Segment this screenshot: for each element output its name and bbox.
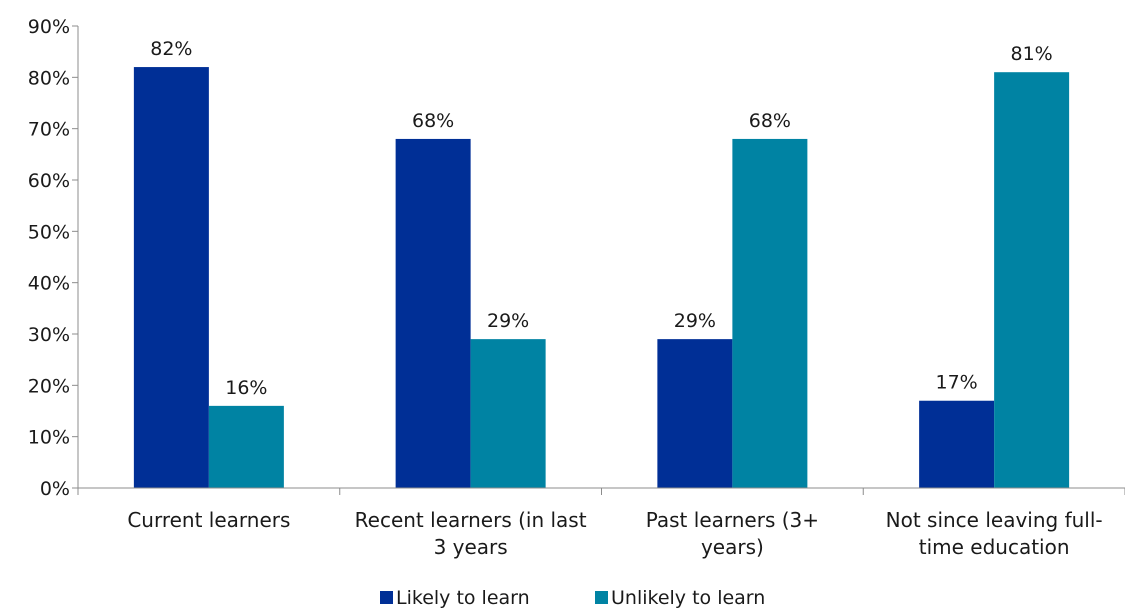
category-label-line: years): [701, 535, 764, 559]
bar: [395, 138, 471, 488]
bar: [732, 138, 808, 488]
bar: [208, 405, 284, 488]
category-label-line: Current learners: [127, 508, 290, 532]
category-label-line: 3 years: [434, 535, 508, 559]
category-label-line: time education: [919, 535, 1070, 559]
legend-label: Likely to learn: [396, 587, 530, 609]
x-axis: Current learners Recent learners (in last…: [77, 487, 1125, 559]
bar: [470, 339, 546, 488]
y-tick-label: 90%: [28, 16, 70, 38]
bar: [994, 72, 1070, 488]
data-label: 29%: [487, 310, 529, 332]
data-label: 16%: [225, 377, 267, 399]
category-label: Not since leaving full-time education: [886, 508, 1103, 559]
data-label: 82%: [150, 38, 192, 60]
category-label-line: Not since leaving full-: [886, 508, 1103, 532]
legend-label: Unlikely to learn: [611, 587, 765, 609]
category-label: Past learners (3+ years): [646, 508, 819, 559]
y-tick-label: 80%: [28, 67, 70, 89]
legend-swatch: [595, 591, 608, 604]
bar: [919, 400, 995, 488]
y-tick-label: 50%: [28, 221, 70, 243]
data-label: 81%: [1011, 43, 1053, 65]
category-label: Current learners: [127, 508, 290, 532]
category-label-line: Recent learners (in last: [355, 508, 587, 532]
bars: [133, 67, 1070, 489]
bar: [657, 339, 733, 488]
y-tick-label: 10%: [28, 427, 70, 449]
category-label: Recent learners (in last 3 years: [355, 508, 587, 559]
y-tick-label: 0%: [40, 478, 70, 500]
y-tick-label: 70%: [28, 119, 70, 141]
data-label: 29%: [674, 310, 716, 332]
legend: Likely to learn Unlikely to learn: [380, 587, 765, 609]
bar: [133, 67, 209, 489]
y-tick-label: 60%: [28, 170, 70, 192]
legend-swatch: [380, 591, 393, 604]
y-tick-label: 20%: [28, 375, 70, 397]
data-label: 68%: [412, 110, 454, 132]
y-axis: 0% 10% 20% 30% 40% 50% 60% 70% 80% 90%: [28, 16, 79, 500]
data-label: 17%: [936, 372, 978, 394]
data-labels: 82% 16% 68% 29% 29% 68% 17% 81%: [150, 38, 1052, 399]
y-tick-label: 30%: [28, 324, 70, 346]
category-label-line: Past learners (3+: [646, 508, 819, 532]
data-label: 68%: [749, 110, 791, 132]
y-tick-label: 40%: [28, 273, 70, 295]
